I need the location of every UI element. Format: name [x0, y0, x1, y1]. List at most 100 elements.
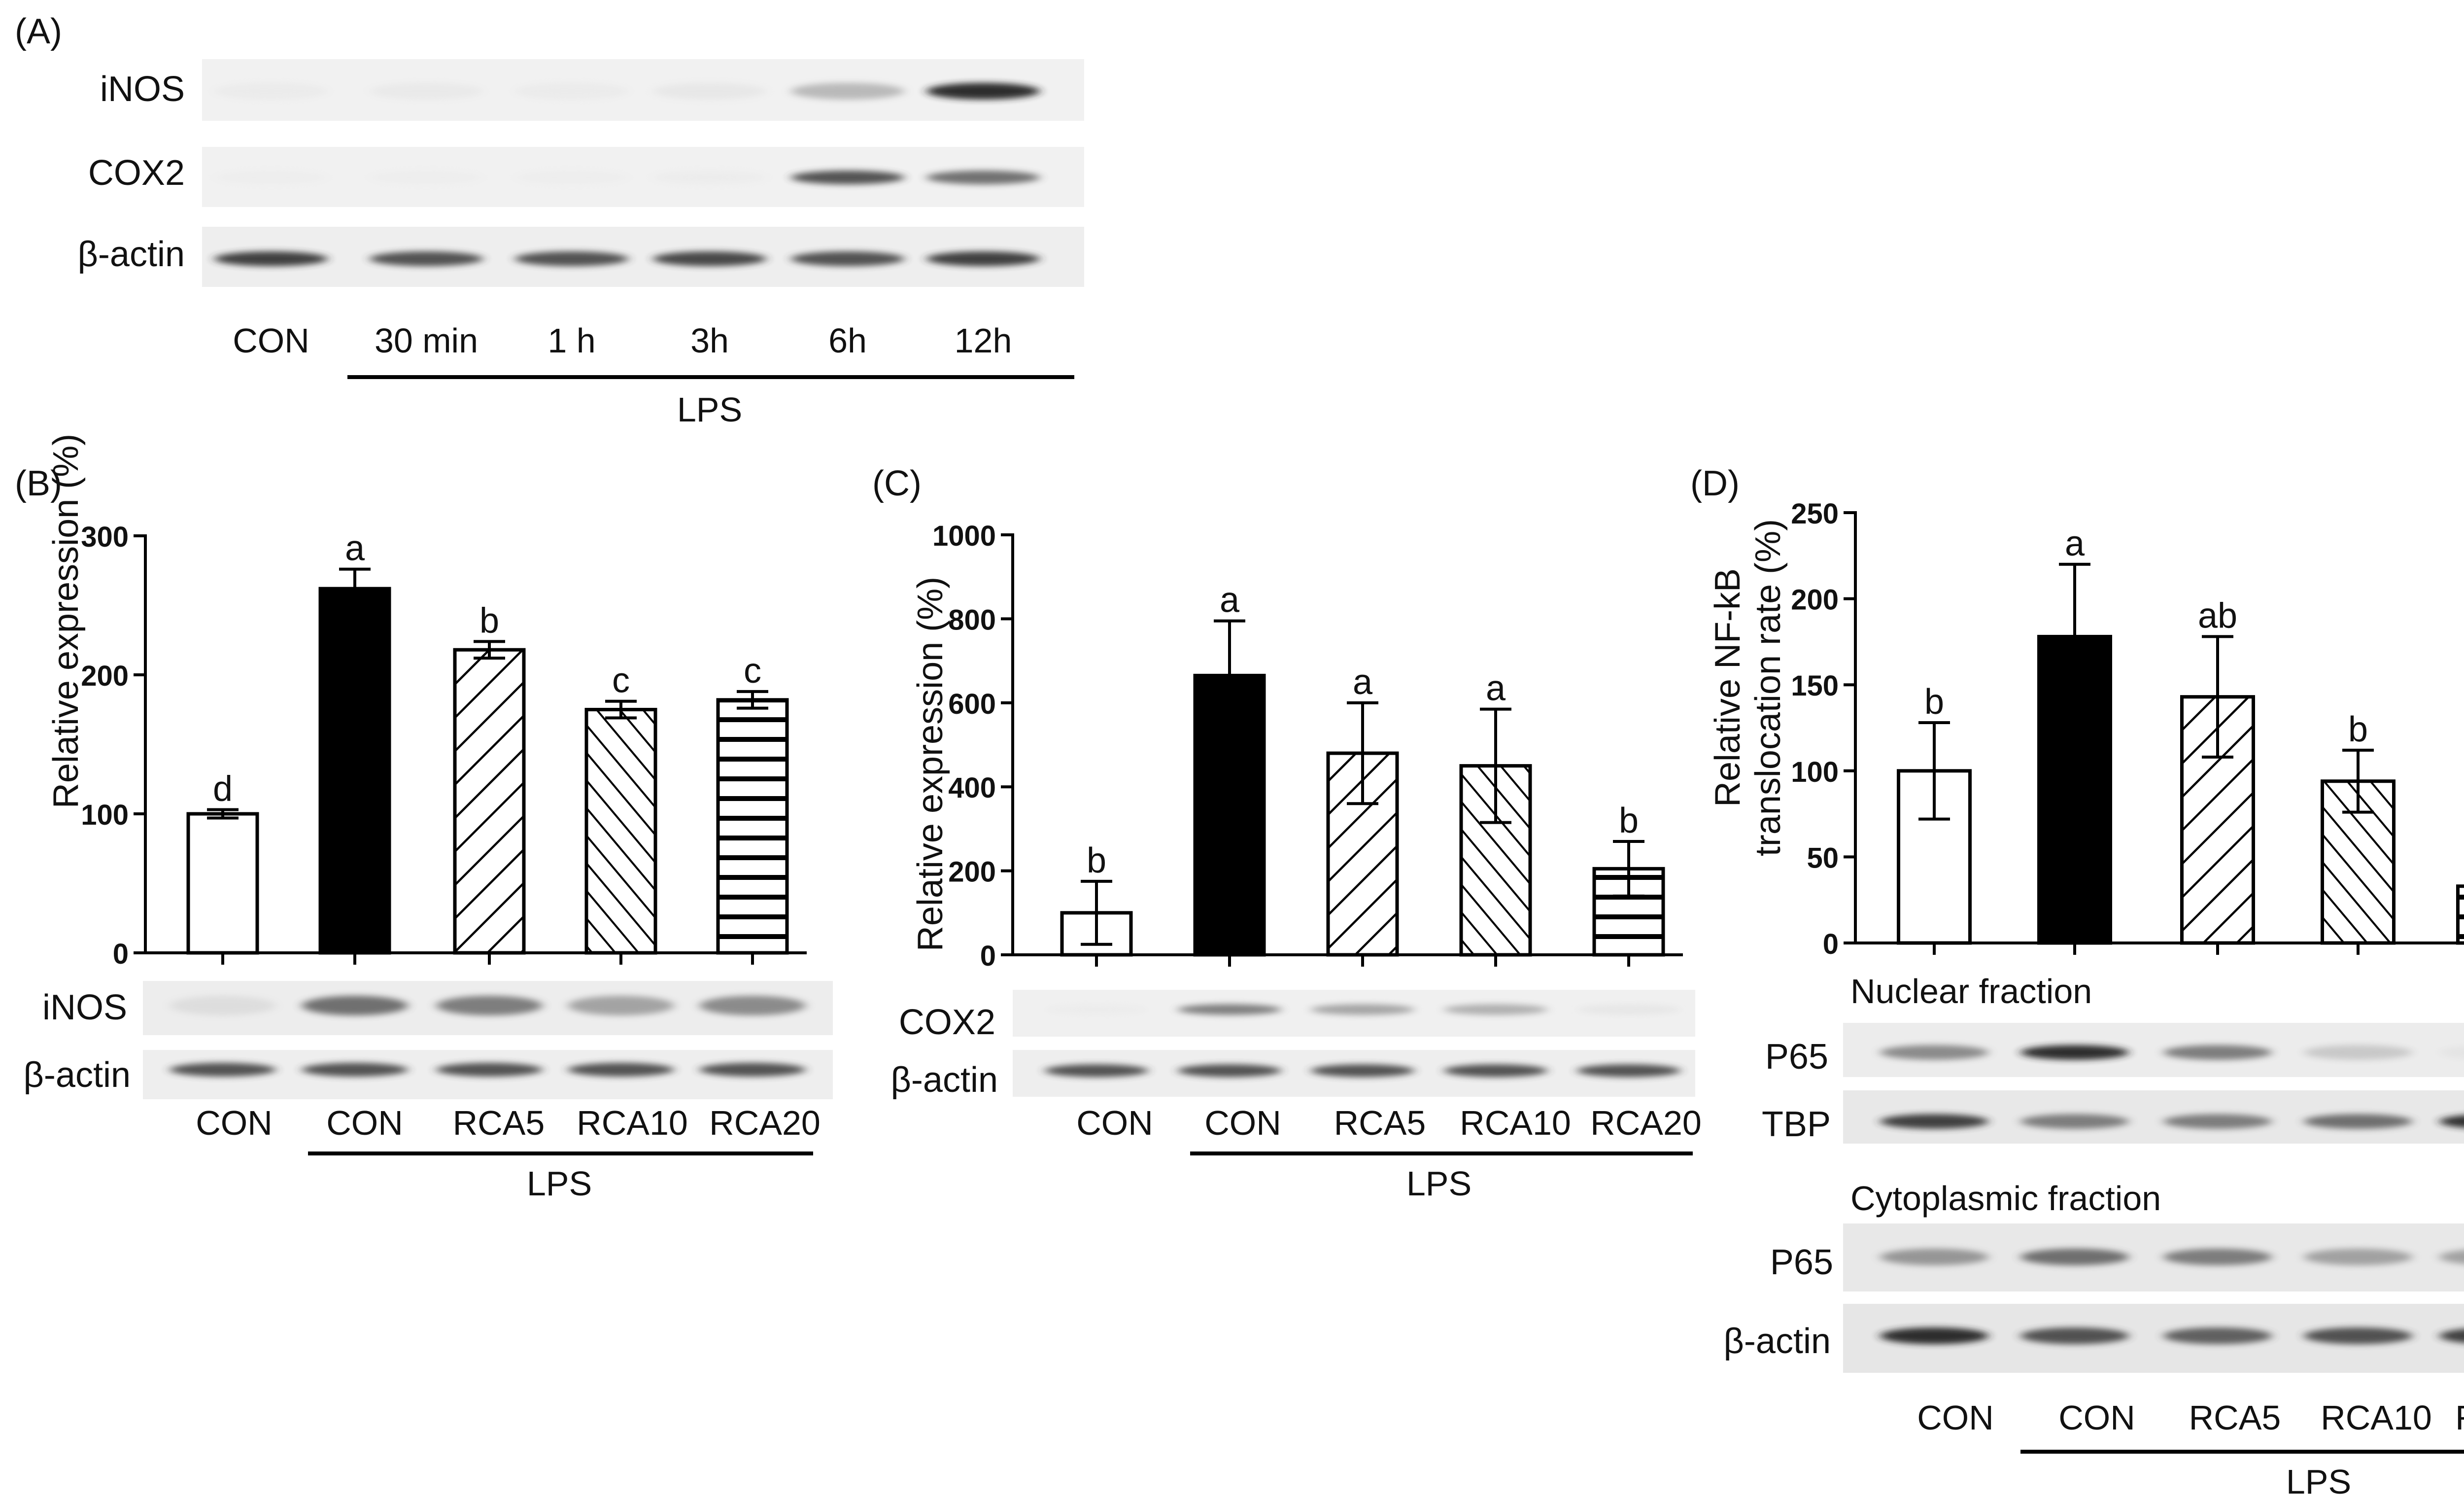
band-d-actin-0: [1880, 1327, 1988, 1344]
lane-label-d-2: RCA5: [2189, 1398, 2281, 1437]
y-tick-label-b-0: 0: [113, 938, 129, 970]
sig-letter-c-0: b: [1087, 841, 1106, 880]
blot-label-actin-a: β-actin: [78, 235, 185, 274]
lps-label-d: LPS: [2286, 1463, 2351, 1500]
band-d-p65n-1: [2020, 1045, 2129, 1060]
lane-label-b-2: RCA5: [453, 1104, 545, 1142]
sig-letter-b-1: a: [345, 529, 365, 568]
band-b-inos-1: [302, 996, 408, 1015]
band-a-cox2-0: [214, 171, 328, 184]
panel-d-label: (D): [1690, 464, 1740, 503]
lane-label-a-4: 6h: [828, 321, 867, 360]
band-b-actin-1: [302, 1063, 408, 1077]
y-tick-label-c-5: 1000: [932, 520, 996, 552]
lane-label-b-1: CON: [326, 1104, 403, 1142]
band-a-cox2-4: [791, 171, 904, 184]
band-d-p65c-2: [2163, 1249, 2272, 1265]
lane-label-a-2: 1 h: [548, 321, 595, 360]
band-c-actin-4: [1577, 1064, 1680, 1077]
lane-label-c-3: RCA10: [1460, 1104, 1571, 1142]
band-c-actin-1: [1178, 1064, 1281, 1077]
band-d-p65c-4: [2439, 1250, 2464, 1264]
lane-label-a-1: 30 min: [375, 321, 478, 360]
panel-a: (A) iNOS COX2 β-actin CON 30 min 1 h 3h …: [15, 12, 1084, 429]
lane-label-c-0: CON: [1076, 1104, 1153, 1142]
y-axis-title-d-line1: Relative NF-kB: [1708, 568, 1747, 807]
panel-b: (B) Relative expression (%) 0 100 200 300 d a…: [15, 434, 833, 1203]
lane-label-a-5: 12h: [955, 321, 1012, 360]
band-a-actin-1: [370, 251, 483, 266]
sig-letter-d-0: b: [1924, 682, 1944, 722]
panel-b-label: (B): [15, 464, 62, 503]
y-tick-label-d-4: 200: [1791, 584, 1839, 616]
bar-b-0: [186, 812, 259, 955]
sig-letter-b-0: d: [213, 769, 233, 809]
sig-letter-d-1: a: [2065, 524, 2085, 563]
band-c-cox2-1: [1178, 1004, 1281, 1015]
lane-label-b-4: RCA20: [709, 1104, 821, 1142]
panel-c-label: (C): [872, 464, 922, 503]
band-d-p65c-1: [2020, 1249, 2129, 1265]
lane-label-b-0: CON: [196, 1104, 273, 1142]
band-b-inos-2: [436, 996, 543, 1015]
band-d-p65n-4: [2439, 1046, 2464, 1059]
band-d-actin-4: [2439, 1328, 2464, 1343]
band-d-tbp-2: [2163, 1114, 2272, 1129]
bar-b-2: [453, 648, 526, 955]
band-a-actin-0: [214, 251, 328, 266]
lane-label-d-4: RCA20: [2455, 1398, 2464, 1437]
band-d-actin-3: [2304, 1327, 2412, 1344]
blot-bands-d: [1880, 1045, 2464, 1344]
sig-letter-b-2: b: [479, 601, 499, 640]
lane-label-d-1: CON: [2058, 1398, 2135, 1437]
chart-d: 050100150200250baabbc: [1791, 498, 2464, 960]
lane-label-a-3: 3h: [690, 321, 729, 360]
blot-label-inos-a: iNOS: [100, 70, 185, 109]
bar-b-3: [584, 708, 657, 955]
band-b-actin-0: [170, 1063, 276, 1077]
nuclear-fraction-label: Nuclear fraction: [1850, 972, 2092, 1011]
band-a-cox2-5: [926, 171, 1040, 184]
lps-label-c: LPS: [1406, 1164, 1472, 1203]
lane-label-b-3: RCA10: [577, 1104, 688, 1142]
y-tick-label-c-4: 800: [948, 604, 996, 636]
blot-bands-b: [170, 996, 806, 1077]
band-a-inos-3: [653, 83, 766, 100]
y-tick-label-d-2: 100: [1791, 756, 1839, 788]
band-a-inos-0: [214, 83, 328, 100]
band-a-actin-2: [515, 251, 628, 266]
band-d-tbp-0: [1880, 1114, 1988, 1129]
blot-label-cox2-c: COX2: [899, 1003, 995, 1042]
y-tick-label-d-3: 150: [1791, 670, 1839, 702]
sig-letter-c-4: b: [1619, 801, 1639, 840]
band-a-inos-1: [370, 83, 483, 100]
sig-letter-c-1: a: [1220, 581, 1240, 620]
band-c-actin-2: [1311, 1064, 1414, 1077]
band-c-cox2-0: [1045, 1004, 1148, 1015]
y-tick-label-c-3: 600: [948, 688, 996, 720]
band-b-inos-0: [170, 996, 276, 1015]
band-d-tbp-1: [2020, 1114, 2129, 1129]
band-b-actin-2: [436, 1063, 543, 1077]
bar-b-4: [716, 698, 789, 955]
lane-label-c-4: RCA20: [1590, 1104, 1702, 1142]
y-tick-label-c-0: 0: [980, 940, 996, 972]
lps-label-a: LPS: [677, 390, 742, 429]
band-d-tbp-3: [2304, 1114, 2412, 1129]
sig-letter-d-3: b: [2348, 710, 2368, 749]
blot-label-actin-c: β-actin: [891, 1060, 998, 1100]
band-b-inos-3: [568, 996, 674, 1015]
lane-label-c-1: CON: [1204, 1104, 1281, 1142]
sig-letter-b-4: c: [744, 651, 761, 691]
panel-a-label: (A): [15, 12, 62, 51]
y-tick-label-d-5: 250: [1791, 498, 1839, 530]
lane-label-d-3: RCA10: [2321, 1398, 2432, 1437]
chart-c: 0 200 400 600 800 1000 b a a a b: [932, 520, 1683, 972]
blot-label-p65-cyto: P65: [1770, 1243, 1833, 1282]
band-d-p65n-3: [2304, 1045, 2412, 1060]
sig-letter-b-3: c: [612, 661, 630, 700]
band-d-p65c-0: [1880, 1249, 1988, 1265]
band-a-actin-3: [653, 251, 766, 266]
band-c-cox2-4: [1577, 1004, 1680, 1015]
